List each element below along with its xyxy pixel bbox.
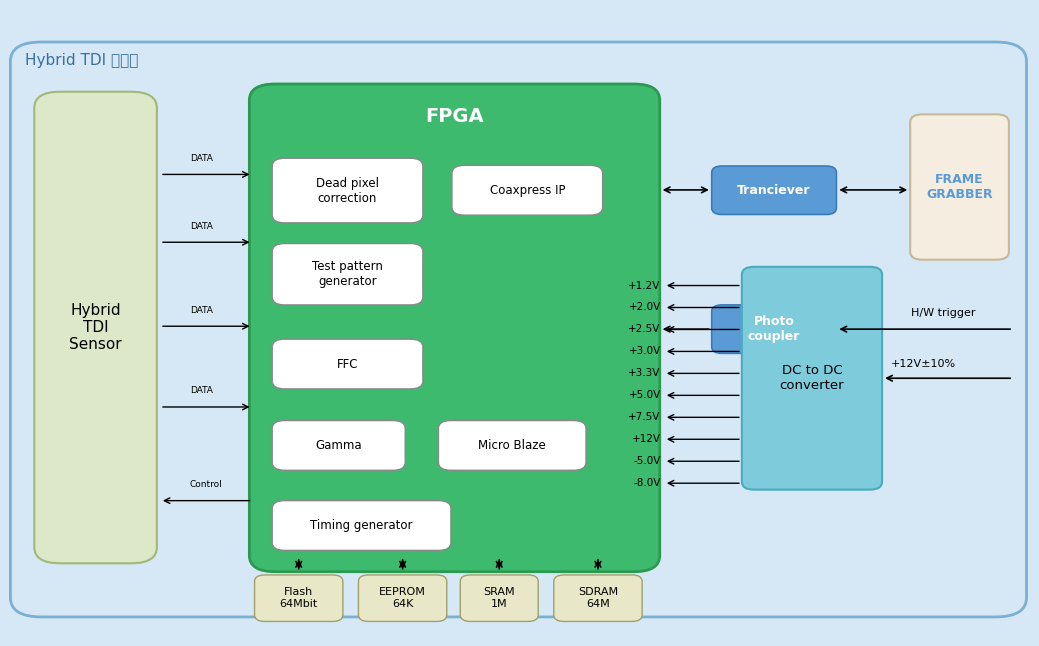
FancyBboxPatch shape [712,305,836,353]
FancyBboxPatch shape [272,501,451,550]
Text: +7.5V: +7.5V [629,412,661,422]
Text: Control: Control [189,480,222,489]
Text: Flash
64Mbit: Flash 64Mbit [279,587,318,609]
Text: +1.2V: +1.2V [629,280,661,291]
Text: SDRAM
64M: SDRAM 64M [578,587,618,609]
FancyBboxPatch shape [255,575,343,621]
FancyBboxPatch shape [910,114,1009,260]
Text: DATA: DATA [190,386,213,395]
FancyBboxPatch shape [272,244,423,305]
Text: -8.0V: -8.0V [634,478,661,488]
Text: DC to DC
converter: DC to DC converter [779,364,845,392]
Text: Hybrid TDI 카메라: Hybrid TDI 카메라 [25,52,138,68]
Text: H/W trigger: H/W trigger [911,307,976,318]
Text: +2.5V: +2.5V [629,324,661,335]
FancyBboxPatch shape [460,575,538,621]
Text: DATA: DATA [190,222,213,231]
Text: Hybrid
TDI
Sensor: Hybrid TDI Sensor [70,302,122,353]
Text: FPGA: FPGA [425,107,484,126]
FancyBboxPatch shape [249,84,660,572]
FancyBboxPatch shape [358,575,447,621]
Text: +2.0V: +2.0V [629,302,661,313]
FancyBboxPatch shape [10,42,1027,617]
Text: Gamma: Gamma [316,439,362,452]
FancyBboxPatch shape [272,421,405,470]
Text: +5.0V: +5.0V [629,390,661,401]
Text: Timing generator: Timing generator [311,519,412,532]
Text: FFC: FFC [337,357,358,371]
Text: EEPROM
64K: EEPROM 64K [379,587,426,609]
Text: +12V±10%: +12V±10% [890,359,956,368]
FancyBboxPatch shape [554,575,642,621]
Text: Test pattern
generator: Test pattern generator [312,260,383,288]
Text: FRAME
GRABBER: FRAME GRABBER [926,173,993,201]
Text: DATA: DATA [190,306,213,315]
FancyBboxPatch shape [452,165,603,215]
Text: +12V: +12V [632,434,661,444]
FancyBboxPatch shape [742,267,882,490]
FancyBboxPatch shape [438,421,586,470]
FancyBboxPatch shape [272,158,423,223]
Text: +3.3V: +3.3V [629,368,661,379]
FancyBboxPatch shape [712,166,836,214]
Text: Coaxpress IP: Coaxpress IP [489,183,565,197]
FancyBboxPatch shape [272,339,423,389]
Text: DATA: DATA [190,154,213,163]
Text: -5.0V: -5.0V [634,456,661,466]
FancyBboxPatch shape [34,92,157,563]
Text: SRAM
1M: SRAM 1M [483,587,515,609]
Text: Dead pixel
correction: Dead pixel correction [316,176,379,205]
Text: Photo
coupler: Photo coupler [748,315,800,343]
Text: Micro Blaze: Micro Blaze [478,439,547,452]
Text: Tranciever: Tranciever [738,183,810,197]
Text: +3.0V: +3.0V [629,346,661,357]
